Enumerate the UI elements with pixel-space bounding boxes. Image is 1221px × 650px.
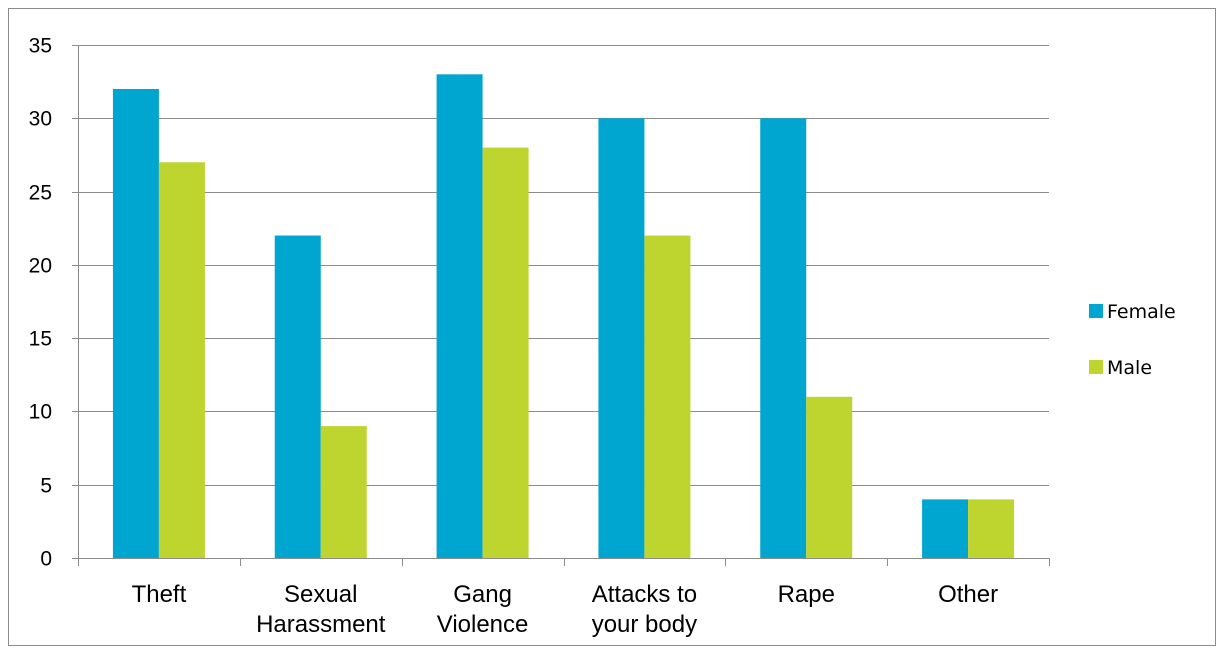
x-tick-label-line: Other (938, 581, 998, 608)
x-tick-label: Attacks to your body (592, 581, 697, 638)
bars (112, 74, 1015, 559)
y-tick-label: 0 (40, 548, 52, 571)
x-tick-label: Gang Violence (437, 581, 529, 638)
legend-swatch-female (1089, 304, 1103, 318)
bar-female-4 (760, 118, 807, 559)
bar-male-1 (320, 426, 367, 558)
x-tick-label-line: Harassment (256, 611, 386, 638)
bar-female-3 (598, 118, 645, 559)
y-tick-label: 35 (29, 35, 52, 58)
x-tick-label: Theft (132, 581, 187, 608)
axis-labels: 0 5 10 15 20 25 30 35 Theft Sexual Harassment Gang V… (29, 35, 998, 639)
y-tick-label: 10 (29, 401, 52, 424)
bar-female-2 (436, 74, 483, 559)
x-tick-label: Sexual Harassment (256, 581, 386, 638)
x-tick-label-line: Attacks to (592, 581, 697, 608)
bar-female-0 (112, 88, 159, 558)
bar-male-5 (968, 499, 1015, 558)
y-tick-label: 30 (29, 108, 52, 131)
bar-male-0 (158, 162, 205, 558)
bar-male-3 (644, 235, 691, 559)
y-tick-label: 20 (29, 255, 52, 278)
x-tick-label: Other (938, 581, 998, 608)
legend: Female Male (1089, 301, 1176, 379)
x-tick-label: Rape (778, 581, 835, 608)
y-tick-label: 15 (29, 328, 52, 351)
bar-female-1 (274, 235, 321, 559)
x-tick-label-line: Gang (453, 581, 512, 608)
x-tick-label-line: Sexual (284, 581, 357, 608)
x-tick-label-line: Rape (778, 581, 835, 608)
y-tick-label: 25 (29, 182, 52, 205)
legend-label-male: Male (1107, 357, 1152, 379)
x-tick-label-line: Violence (437, 611, 529, 638)
x-tick-label-line: Theft (132, 581, 187, 608)
y-tick-label: 5 (40, 475, 52, 498)
axes (72, 45, 1050, 566)
bar-male-4 (806, 396, 853, 558)
bar-female-5 (922, 499, 969, 558)
x-tick-label-line: your body (592, 611, 697, 638)
gridlines (78, 45, 1049, 486)
bar-male-2 (482, 147, 529, 558)
legend-label-female: Female (1107, 301, 1176, 323)
legend-swatch-male (1089, 360, 1103, 374)
